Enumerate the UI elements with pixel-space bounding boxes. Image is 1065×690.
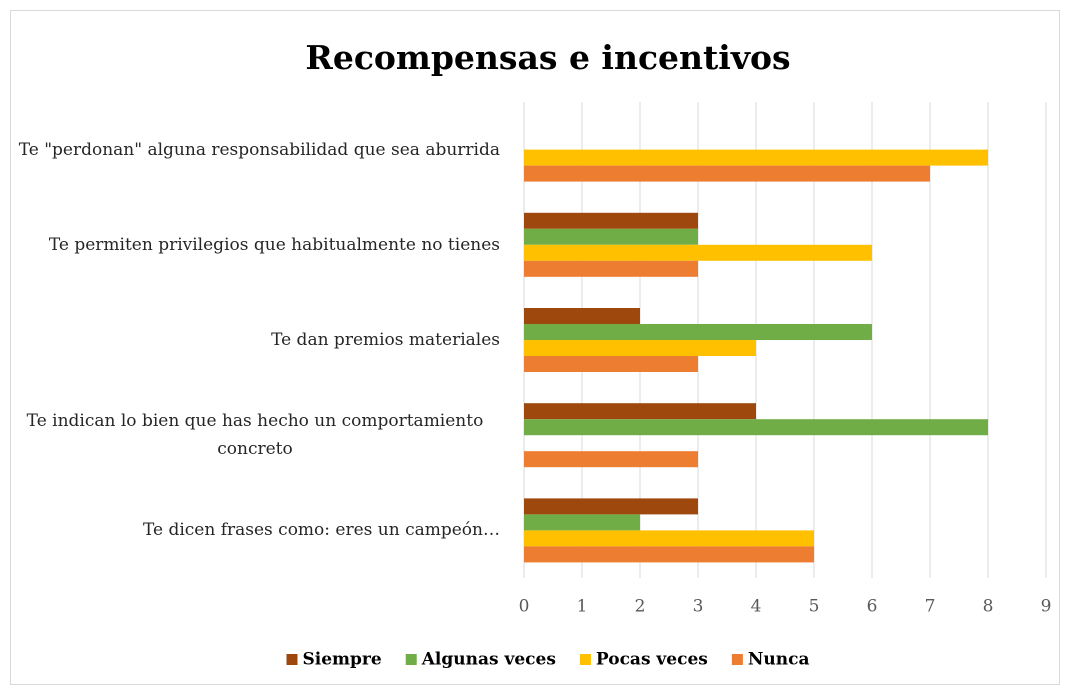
- legend-swatch: [286, 654, 298, 665]
- bar: [524, 530, 814, 547]
- bar: [524, 260, 698, 277]
- category-label-box: Te permiten privilegios que habitualment…: [10, 205, 500, 285]
- legend-swatch: [731, 654, 743, 665]
- x-tick-label: 7: [925, 597, 936, 617]
- category-label-box: Te "perdonan" alguna responsabilidad que…: [10, 110, 500, 190]
- x-tick-label: 9: [1041, 597, 1052, 617]
- x-tick-label: 3: [693, 597, 704, 617]
- y-tick-label: Te permiten privilegios que habitualment…: [48, 234, 500, 255]
- chart-title: Recompensas e incentivos: [305, 38, 790, 77]
- bar: [524, 419, 988, 436]
- bar: [524, 212, 698, 229]
- legend-label: Nunca: [748, 650, 810, 670]
- y-tick-label: Te indican lo bien que has hecho un comp…: [26, 411, 484, 460]
- bar: [524, 244, 872, 261]
- y-tick-label: Te dicen frases como: eres un campeón…: [142, 520, 500, 541]
- bar: [524, 498, 698, 515]
- bar: [524, 451, 698, 468]
- bar: [524, 403, 756, 420]
- x-tick-label: 0: [519, 597, 530, 617]
- x-tick-label: 6: [867, 597, 878, 617]
- legend-swatch: [579, 654, 591, 665]
- legend-label: Siempre: [303, 650, 382, 670]
- bar: [524, 514, 640, 531]
- y-tick-label: Te dan premios materiales: [271, 330, 500, 350]
- x-tick-label: 4: [751, 597, 762, 617]
- legend-item: Nunca: [731, 650, 810, 670]
- x-tick-label: 8: [983, 597, 994, 617]
- legend-swatch: [405, 654, 417, 665]
- legend-item: Siempre: [286, 650, 382, 670]
- x-tick-label: 1: [577, 597, 588, 617]
- legend-label: Pocas veces: [596, 650, 708, 670]
- bar: [524, 308, 640, 324]
- bar: [524, 324, 872, 340]
- x-tick-label: 2: [635, 597, 646, 617]
- bar: [524, 149, 988, 166]
- bar: [524, 340, 756, 356]
- x-tick-label: 5: [809, 597, 820, 617]
- bar: [524, 165, 930, 182]
- bar: [524, 228, 698, 245]
- y-tick-label: Te "perdonan" alguna responsabilidad que…: [18, 139, 500, 160]
- category-label-box: Te indican lo bien que has hecho un comp…: [10, 395, 500, 475]
- legend-label: Algunas veces: [421, 650, 556, 670]
- legend-item: Pocas veces: [579, 650, 708, 670]
- category-label-box: Te dan premios materiales: [10, 300, 500, 380]
- legend-item: Algunas veces: [405, 650, 556, 670]
- category-label-box: Te dicen frases como: eres un campeón…: [10, 490, 500, 570]
- bar: [524, 356, 698, 372]
- bar: [524, 546, 814, 563]
